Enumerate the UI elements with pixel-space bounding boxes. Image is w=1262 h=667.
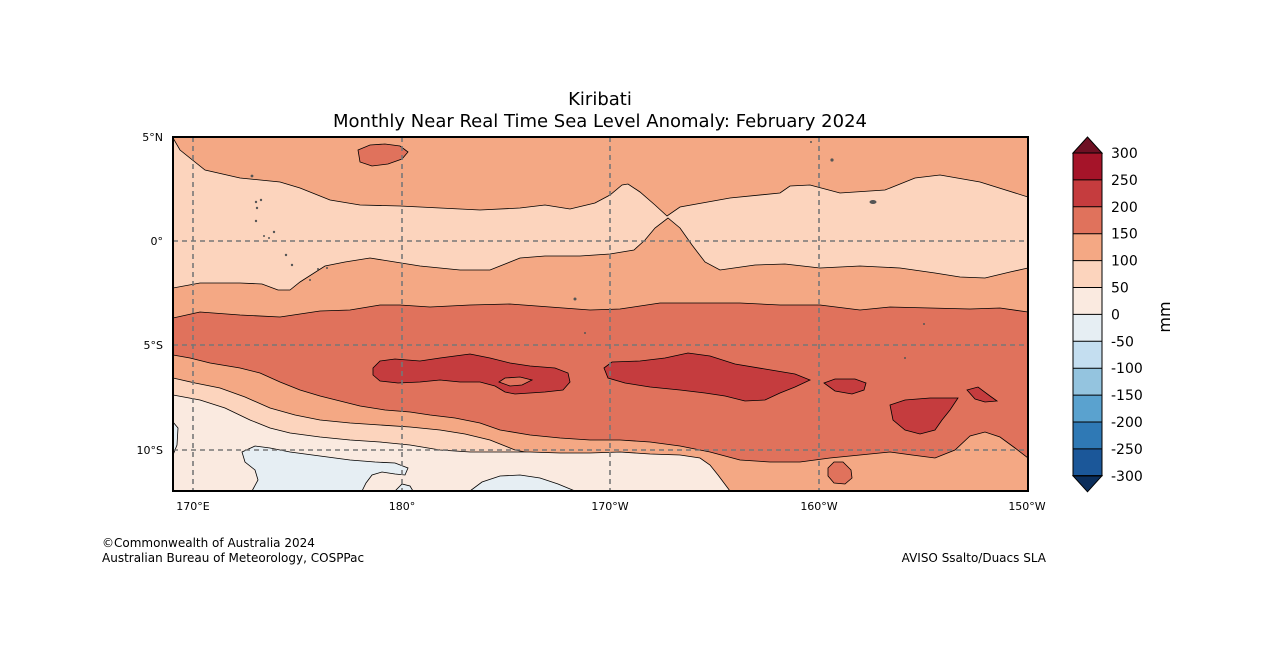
- colorbar-tick-label: -300: [1111, 469, 1143, 485]
- band-100-150-equatorial: [173, 137, 1028, 291]
- colorbar: 300 250 200 150 100 50 0 -50 -100 -150 -200 -250 -30…: [1071, 136, 1143, 493]
- colorbar-over-arrow: [1071, 136, 1104, 154]
- colorbar-tick-label: -50: [1111, 334, 1134, 350]
- colorbar-segment: [1073, 153, 1102, 180]
- colorbar-under-arrow: [1071, 475, 1104, 493]
- colorbar-segment: [1073, 368, 1102, 396]
- colorbar-segment: [1073, 314, 1102, 342]
- lon-tick-label: 170°E: [176, 500, 209, 513]
- patch-250-300-d: [889, 397, 959, 435]
- map: [173, 137, 1028, 491]
- colorbar-segment: [1073, 448, 1102, 476]
- colorbar-segment: [1073, 422, 1102, 449]
- title-line-1: Kiribati: [568, 89, 632, 110]
- lon-tick-labels: 170°E 180° 170°W 160°W 150°W: [176, 500, 1046, 513]
- title-line-2: Monthly Near Real Time Sea Level Anomaly…: [333, 111, 867, 132]
- colorbar-segment: [1073, 341, 1102, 369]
- patch-200-250-north: [357, 143, 409, 167]
- band-0-50-edge-west: [173, 421, 179, 456]
- colorbar-segment: [1073, 233, 1102, 261]
- colorbar-segment: [1073, 206, 1102, 234]
- band-0-50-patch-mid: [469, 474, 576, 491]
- colorbar-tick-label: 150: [1111, 227, 1138, 243]
- map-frame: [172, 136, 1029, 492]
- lat-tick-label: 10°S: [137, 444, 163, 457]
- patch-250-300-b: [603, 352, 812, 402]
- colorbar-segment: [1073, 260, 1102, 288]
- colorbar-tick-label: 100: [1111, 254, 1138, 270]
- credit-left-line-2: Australian Bureau of Meteorology, COSPPa…: [102, 551, 365, 565]
- colorbar-tick-label: 50: [1111, 281, 1129, 297]
- colorbar-segment: [1073, 179, 1102, 207]
- colorbar-tick-label: 0: [1111, 307, 1120, 323]
- colorbar-tick-label: -100: [1111, 361, 1143, 377]
- patch-200-250-southeast: [827, 461, 853, 485]
- colorbar-tick-label: -250: [1111, 442, 1143, 458]
- band-0-50-patch-small: [394, 483, 414, 491]
- credit-right: AVISO Ssalto/Duacs SLA: [901, 551, 1046, 565]
- lat-tick-label: 5°N: [142, 131, 163, 144]
- graticule: [173, 137, 1028, 491]
- band-200-250-south: [173, 302, 1028, 463]
- credit-left-line-1: ©Commonwealth of Australia 2024: [102, 536, 315, 550]
- colorbar-segment: [1073, 287, 1102, 315]
- credit-left: ©Commonwealth of Australia 2024 Australi…: [102, 536, 364, 566]
- colorbar-tick-label: 300: [1111, 146, 1138, 162]
- colorbar-tick-label: -150: [1111, 388, 1143, 404]
- islands: [250, 141, 925, 359]
- lon-tick-label: 160°W: [800, 500, 837, 513]
- colorbar-unit-label: mm: [1155, 301, 1174, 332]
- colorbar-tick-label: -200: [1111, 415, 1143, 431]
- lon-tick-label: 150°W: [1008, 500, 1045, 513]
- patch-250-300-c: [823, 378, 867, 395]
- lat-tick-labels: 5°N 0° 5°S 10°S: [137, 131, 163, 457]
- colorbar-segment: [1073, 395, 1102, 422]
- lat-tick-label: 5°S: [144, 339, 163, 352]
- patch-250-300-e: [966, 386, 999, 403]
- lat-tick-label: 0°: [151, 235, 164, 248]
- lon-tick-label: 170°W: [591, 500, 628, 513]
- lon-tick-label: 180°: [389, 500, 416, 513]
- band-0-50-patch-west: [241, 445, 409, 491]
- patch-250-300-a-hole: [498, 376, 534, 387]
- colorbar-tick-label: 200: [1111, 200, 1138, 216]
- colorbar-tick-label: 250: [1111, 173, 1138, 189]
